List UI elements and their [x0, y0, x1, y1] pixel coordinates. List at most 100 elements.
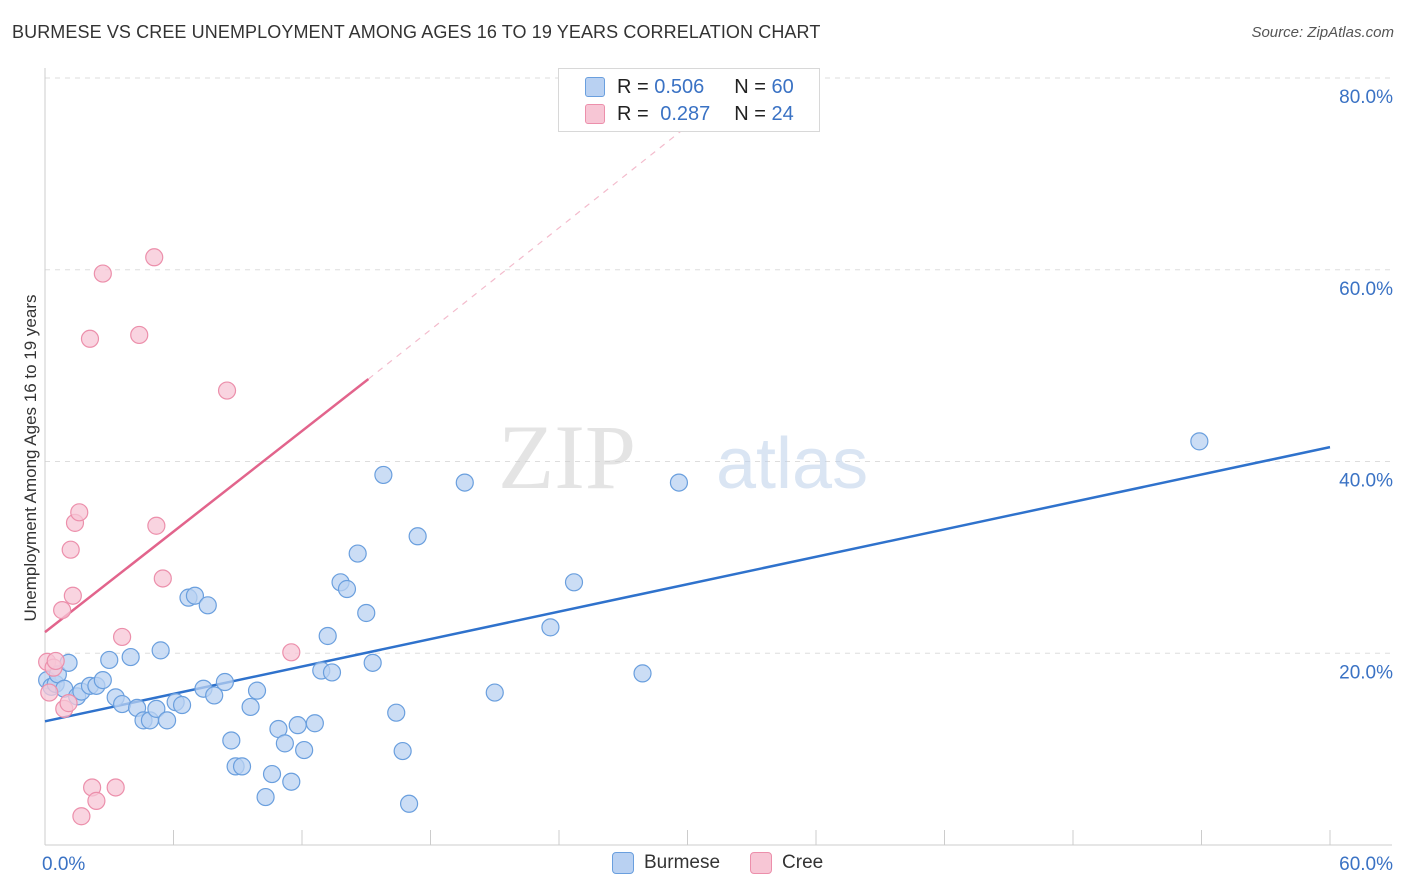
cree-point [112, 627, 132, 647]
burmese-point [288, 716, 307, 735]
r-value-cree: 0.287 [660, 102, 711, 125]
stats-row-cree: R = 0.287 N = 24 [585, 101, 794, 127]
burmese-point [348, 544, 367, 563]
cree-point [106, 778, 125, 797]
cree-point [147, 516, 166, 535]
source-label: Source: ZipAtlas.com [1251, 24, 1394, 41]
cree-point [70, 503, 89, 522]
stats-legend: R = 0.506 N = 60 R = 0.287 N = 24 [558, 68, 820, 132]
burmese-point [256, 787, 275, 807]
axis-labels: 20.0% 40.0% 60.0% 80.0% 0.0% 60.0% Unemploymen… [21, 87, 1393, 875]
burmese-point [322, 663, 342, 682]
cree-trend-extension [368, 125, 688, 380]
cree-point [153, 569, 172, 588]
burmese-point [121, 647, 140, 667]
burmese-point [222, 731, 241, 750]
burmese-point [247, 681, 267, 700]
burmese-point [399, 794, 419, 813]
r-value-burmese: 0.506 [654, 75, 705, 98]
y-tick-label: 40.0% [1339, 471, 1393, 492]
watermark: ZIP atlas [498, 406, 868, 508]
trend-lines [44, 125, 1331, 723]
burmese-point [241, 697, 260, 717]
cree-point [282, 643, 301, 662]
burmese-point [337, 579, 357, 599]
burmese-point [112, 694, 132, 714]
burmese-point [387, 703, 406, 722]
chart-title: BURMESE VS CREE UNEMPLOYMENT AMONG AGES … [12, 22, 821, 42]
burmese-trend-line [44, 445, 1331, 723]
cree-point [217, 381, 237, 400]
burmese-point [669, 473, 689, 492]
burmese-point [485, 683, 504, 702]
data-points [38, 248, 1209, 826]
cree-point [61, 540, 80, 559]
burmese-point [157, 711, 177, 730]
burmese-point [357, 603, 376, 623]
cree-point [130, 325, 149, 345]
legend-label-cree: Cree [782, 852, 824, 873]
cree-point [72, 807, 91, 826]
n-label: N = [734, 75, 772, 98]
y-tick-label: 60.0% [1339, 279, 1393, 300]
r-label: R = [617, 102, 655, 125]
n-value-cree: 24 [771, 102, 794, 125]
watermark-atlas: atlas [716, 424, 868, 504]
n-value-burmese: 60 [771, 75, 794, 98]
burmese-point [393, 741, 412, 761]
cree-point [53, 601, 72, 620]
stats-row-burmese: R = 0.506 N = 60 [585, 74, 794, 100]
r-label: R = [617, 75, 655, 98]
burmese-point [215, 672, 234, 692]
legend-item-burmese: Burmese [612, 852, 720, 874]
series-legend: Burmese Cree [612, 852, 853, 874]
burmese-point [633, 664, 652, 683]
cree-swatch [585, 104, 605, 124]
burmese-point [262, 764, 282, 784]
burmese-point [564, 573, 584, 592]
burmese-point [1190, 432, 1209, 451]
burmese-point [455, 473, 474, 492]
n-label: N = [734, 102, 772, 125]
cree-point [59, 694, 78, 713]
watermark-zip: ZIP [498, 406, 636, 508]
cree-point [145, 248, 164, 267]
x-tick-label: 0.0% [42, 854, 85, 875]
burmese-point [318, 626, 337, 646]
cree-point [80, 329, 100, 348]
burmese-point [363, 653, 382, 672]
legend-label-burmese: Burmese [644, 852, 721, 873]
burmese-point [100, 650, 119, 670]
burmese-legend-swatch [612, 852, 634, 874]
burmese-point [232, 757, 252, 776]
burmese-point [374, 465, 393, 485]
burmese-swatch [585, 77, 605, 97]
cree-point [87, 791, 106, 810]
cree-legend-swatch [750, 852, 773, 874]
cree-point [93, 264, 112, 283]
x-tick-label: 60.0% [1339, 854, 1393, 875]
burmese-point [151, 641, 170, 660]
axes [44, 68, 1392, 846]
burmese-point [282, 772, 301, 791]
burmese-point [198, 596, 217, 615]
grid-lines [45, 77, 1392, 654]
burmese-point [205, 686, 224, 705]
burmese-point [93, 670, 112, 690]
burmese-point [541, 618, 560, 637]
y-tick-label: 20.0% [1339, 662, 1393, 683]
y-axis-title: Unemployment Among Ages 16 to 19 years [21, 295, 40, 622]
burmese-point [408, 527, 427, 546]
cree-trend-line [44, 378, 370, 634]
cree-point [63, 586, 82, 605]
burmese-point [305, 714, 324, 733]
burmese-point [185, 586, 205, 605]
burmese-point [295, 740, 314, 760]
cree-point [40, 683, 59, 702]
cree-point [46, 651, 65, 671]
burmese-point [275, 734, 294, 753]
burmese-point [172, 695, 192, 715]
y-tick-label: 80.0% [1339, 87, 1393, 108]
legend-item-cree: Cree [750, 852, 823, 874]
